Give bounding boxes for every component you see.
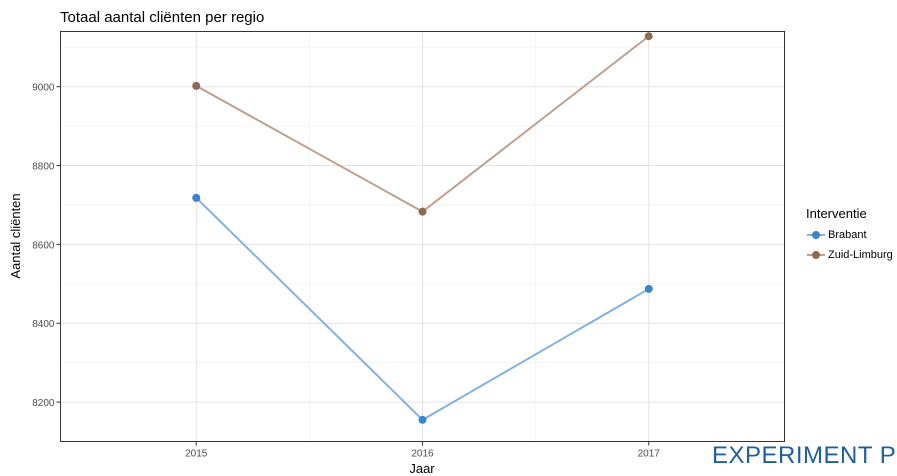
- axis-ticks: 8200 8400 8600 8800 9000 2015 2016 2017: [32, 83, 660, 460]
- x-axis-label: Jaar: [409, 461, 435, 476]
- x-tick-label: 2016: [411, 449, 434, 460]
- y-tick-label: 8200: [32, 398, 55, 409]
- legend-key-zuid-limburg: [807, 251, 825, 259]
- legend-item-zuid-limburg: Zuid-Limburg: [806, 245, 893, 265]
- legend-label-brabant: Brabant: [828, 229, 867, 241]
- series-points: [192, 32, 653, 424]
- chart-title: Totaal aantal cliënten per regio: [60, 9, 265, 26]
- legend-label-zuid-limburg: Zuid-Limburg: [828, 249, 893, 261]
- y-axis-label: Aantal cliënten: [8, 193, 23, 278]
- y-tick-label: 8800: [32, 162, 55, 173]
- y-tick-label: 9000: [32, 83, 55, 94]
- y-tick-label: 8600: [32, 240, 55, 251]
- x-tick-label: 2015: [185, 449, 208, 460]
- y-tick-label: 8400: [32, 319, 55, 330]
- x-tick-label: 2017: [638, 449, 661, 460]
- legend-item-brabant: Brabant: [806, 225, 893, 245]
- data-point: [418, 207, 427, 216]
- watermark-text: EXPERIMENT PE: [712, 442, 897, 469]
- data-point: [418, 415, 427, 424]
- data-point: [644, 32, 653, 41]
- data-point: [192, 193, 201, 202]
- legend-title: Interventie: [806, 206, 867, 221]
- legend: Interventie Brabant Zuid-Limburg: [806, 206, 893, 265]
- grid-layer: [60, 31, 785, 442]
- legend-key-brabant: [807, 231, 825, 239]
- data-point: [644, 284, 653, 293]
- data-point: [192, 81, 201, 90]
